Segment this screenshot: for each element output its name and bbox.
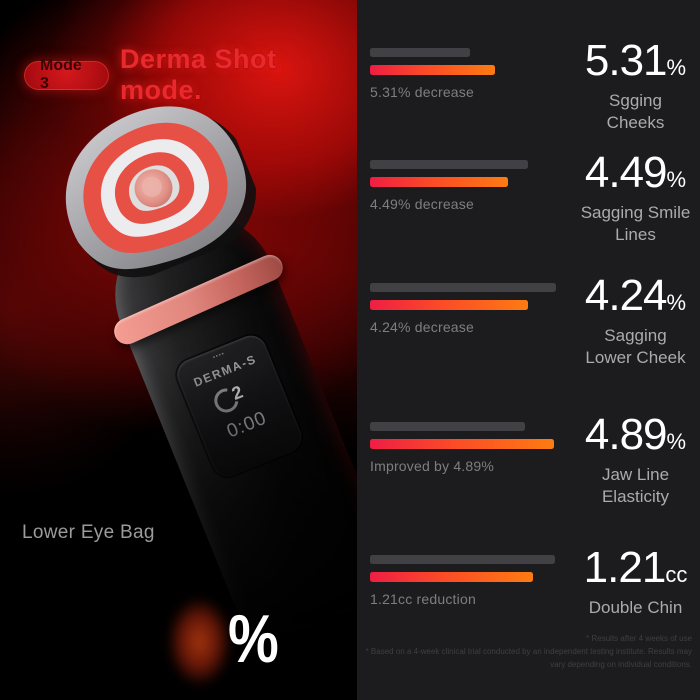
stat-row-lower-cheek: 4.24% decrease 4.24% Sagging Lower Cheek [370,271,692,370]
stat-row-smile-lines: 4.49% decrease 4.49% Sagging Smile Lines [370,148,692,247]
disclaimer-text: * Results after 4 weeks of use * Based o… [363,633,692,671]
product-panel: Mode 3 Derma Shot mode. ▪▪▪▪ DERMA-S 2 0… [0,0,357,700]
mode-title: Derma Shot mode. [119,44,277,105]
bar-gray [370,422,525,431]
stat-caption: 5.31% decrease [370,84,474,100]
bar-gray [370,555,555,564]
stat-value: 4.49% [584,148,687,197]
stat-value: 5.31% [584,36,687,85]
bar-gray [370,48,470,57]
stat-value-col: 4.89% Jaw Line Elasticity [575,410,692,509]
big-percent-symbol: % [228,601,279,677]
disclaimer-line: vary depending on individual conditions. [550,659,692,669]
bar-gradient [370,300,528,310]
stat-row-jaw-line: Improved by 4.89% 4.89% Jaw Line Elastic… [370,410,692,509]
stat-unit: % [666,290,687,315]
bar-gray [370,160,528,169]
stat-label: Double Chin [588,597,683,617]
mode-header: Mode 3 Derma Shot mode. [24,44,357,106]
stat-bars: 4.49% decrease [370,152,575,247]
bar-gray [370,283,556,292]
stat-caption: 4.49% decrease [370,196,474,212]
stat-value: 4.89% [584,410,687,459]
stats-panel: 5.31% decrease 5.31% Sgging Cheeks 4.49%… [357,0,700,700]
disclaimer-line: * Results after 4 weeks of use [586,634,692,643]
stat-bars: Improved by 4.89% [370,414,575,509]
stat-value-col: 4.24% Sagging Lower Cheek [575,271,692,370]
stat-bars: 4.24% decrease [370,275,575,370]
stat-unit: cc [665,562,688,587]
stat-label: Sagging Lower Cheek [585,325,686,368]
bar-gradient [370,439,554,449]
bar-gradient [370,65,495,75]
stat-bars: 5.31% decrease [370,40,575,135]
stat-row-sagging-cheeks: 5.31% decrease 5.31% Sgging Cheeks [370,36,692,135]
stat-value-col: 5.31% Sgging Cheeks [575,36,692,135]
stat-value-col: 4.49% Sagging Smile Lines [575,148,692,247]
stat-row-double-chin: 1.21cc reduction 1.21cc Double Chin [370,543,692,619]
beauty-device: ▪▪▪▪ DERMA-S 2 0:00 [29,64,357,654]
stat-caption: 4.24% decrease [370,319,474,335]
red-glow-blob [164,598,232,700]
stat-bars: 1.21cc reduction [370,547,575,619]
bar-gradient [370,177,508,187]
stat-label: Jaw Line Elasticity [601,464,670,507]
stat-label: Sgging Cheeks [606,90,665,133]
mode-badge: Mode 3 [24,57,109,92]
bar-gradient [370,572,533,582]
disclaimer-line: * Based on a 4-week clinical trial condu… [365,646,692,656]
stat-caption: 1.21cc reduction [370,591,476,607]
lower-eye-bag-label: Lower Eye Bag [22,522,155,543]
stat-label: Sagging Smile Lines [580,202,691,245]
stat-value: 4.24% [584,271,687,320]
stat-value: 1.21cc [583,543,688,592]
stat-unit: % [666,167,687,192]
stat-unit: % [666,429,687,454]
stat-value-col: 1.21cc Double Chin [575,543,692,619]
stat-unit: % [666,55,687,80]
stat-caption: Improved by 4.89% [370,458,495,474]
